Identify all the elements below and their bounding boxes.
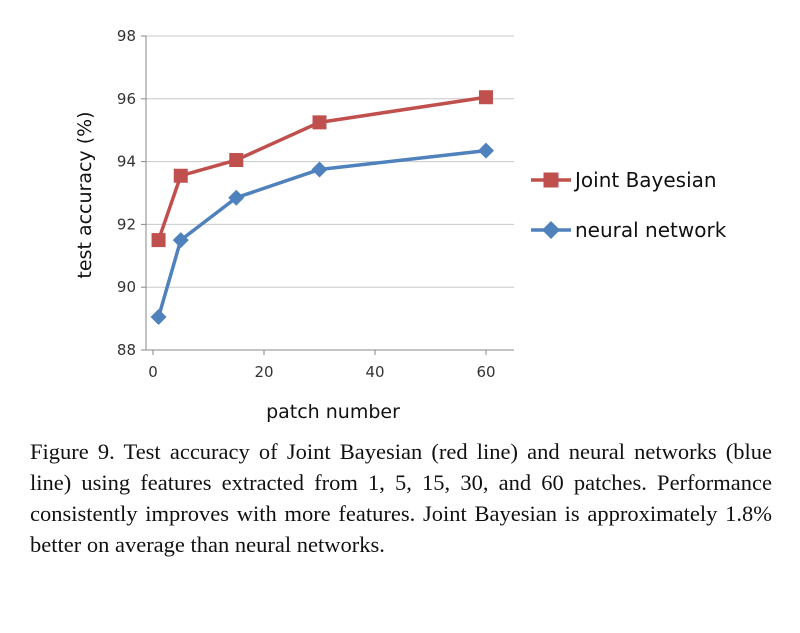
figure-caption: Figure 9. Test accuracy of Joint Bayesia… (30, 439, 772, 557)
x-tick-label: 20 (254, 363, 273, 381)
series-line (156, 148, 487, 318)
data-point (478, 142, 494, 159)
series-0 (151, 90, 493, 248)
data-point (151, 233, 166, 248)
y-tick-label: 88 (117, 341, 136, 359)
legend-label: neural network (575, 218, 727, 242)
data-point (173, 168, 188, 183)
axes (141, 35, 514, 355)
gridlines (146, 35, 514, 288)
y-tick-label: 96 (117, 90, 136, 108)
x-axis-title: patch number (266, 401, 400, 423)
y-tick-label: 90 (117, 278, 136, 296)
series-layer (150, 90, 494, 326)
data-point (312, 115, 327, 130)
data-point (479, 90, 493, 105)
data-point (229, 153, 244, 168)
line-chart: 88 90 92 94 96 98 0 20 40 60 patch number test ac… (74, 27, 727, 423)
y-tick-label: 92 (117, 215, 136, 233)
data-point (228, 189, 245, 206)
y-axis-title: test accuracy (%) (74, 111, 96, 278)
legend: Joint Bayesian neural network (531, 168, 727, 242)
x-tick-label: 0 (148, 363, 158, 381)
x-tick-label: 60 (476, 363, 495, 381)
y-tick-label: 94 (117, 153, 136, 171)
legend-label: Joint Bayesian (573, 168, 717, 192)
data-point (150, 309, 167, 326)
legend-marker (542, 221, 560, 239)
tick-labels: 88 90 92 94 96 98 0 20 40 60 (117, 27, 496, 381)
legend-marker (543, 172, 559, 188)
x-tick-label: 40 (365, 363, 384, 381)
series-1 (150, 142, 494, 326)
y-tick-label: 98 (117, 27, 136, 45)
data-point (172, 232, 189, 249)
data-point (311, 161, 328, 178)
